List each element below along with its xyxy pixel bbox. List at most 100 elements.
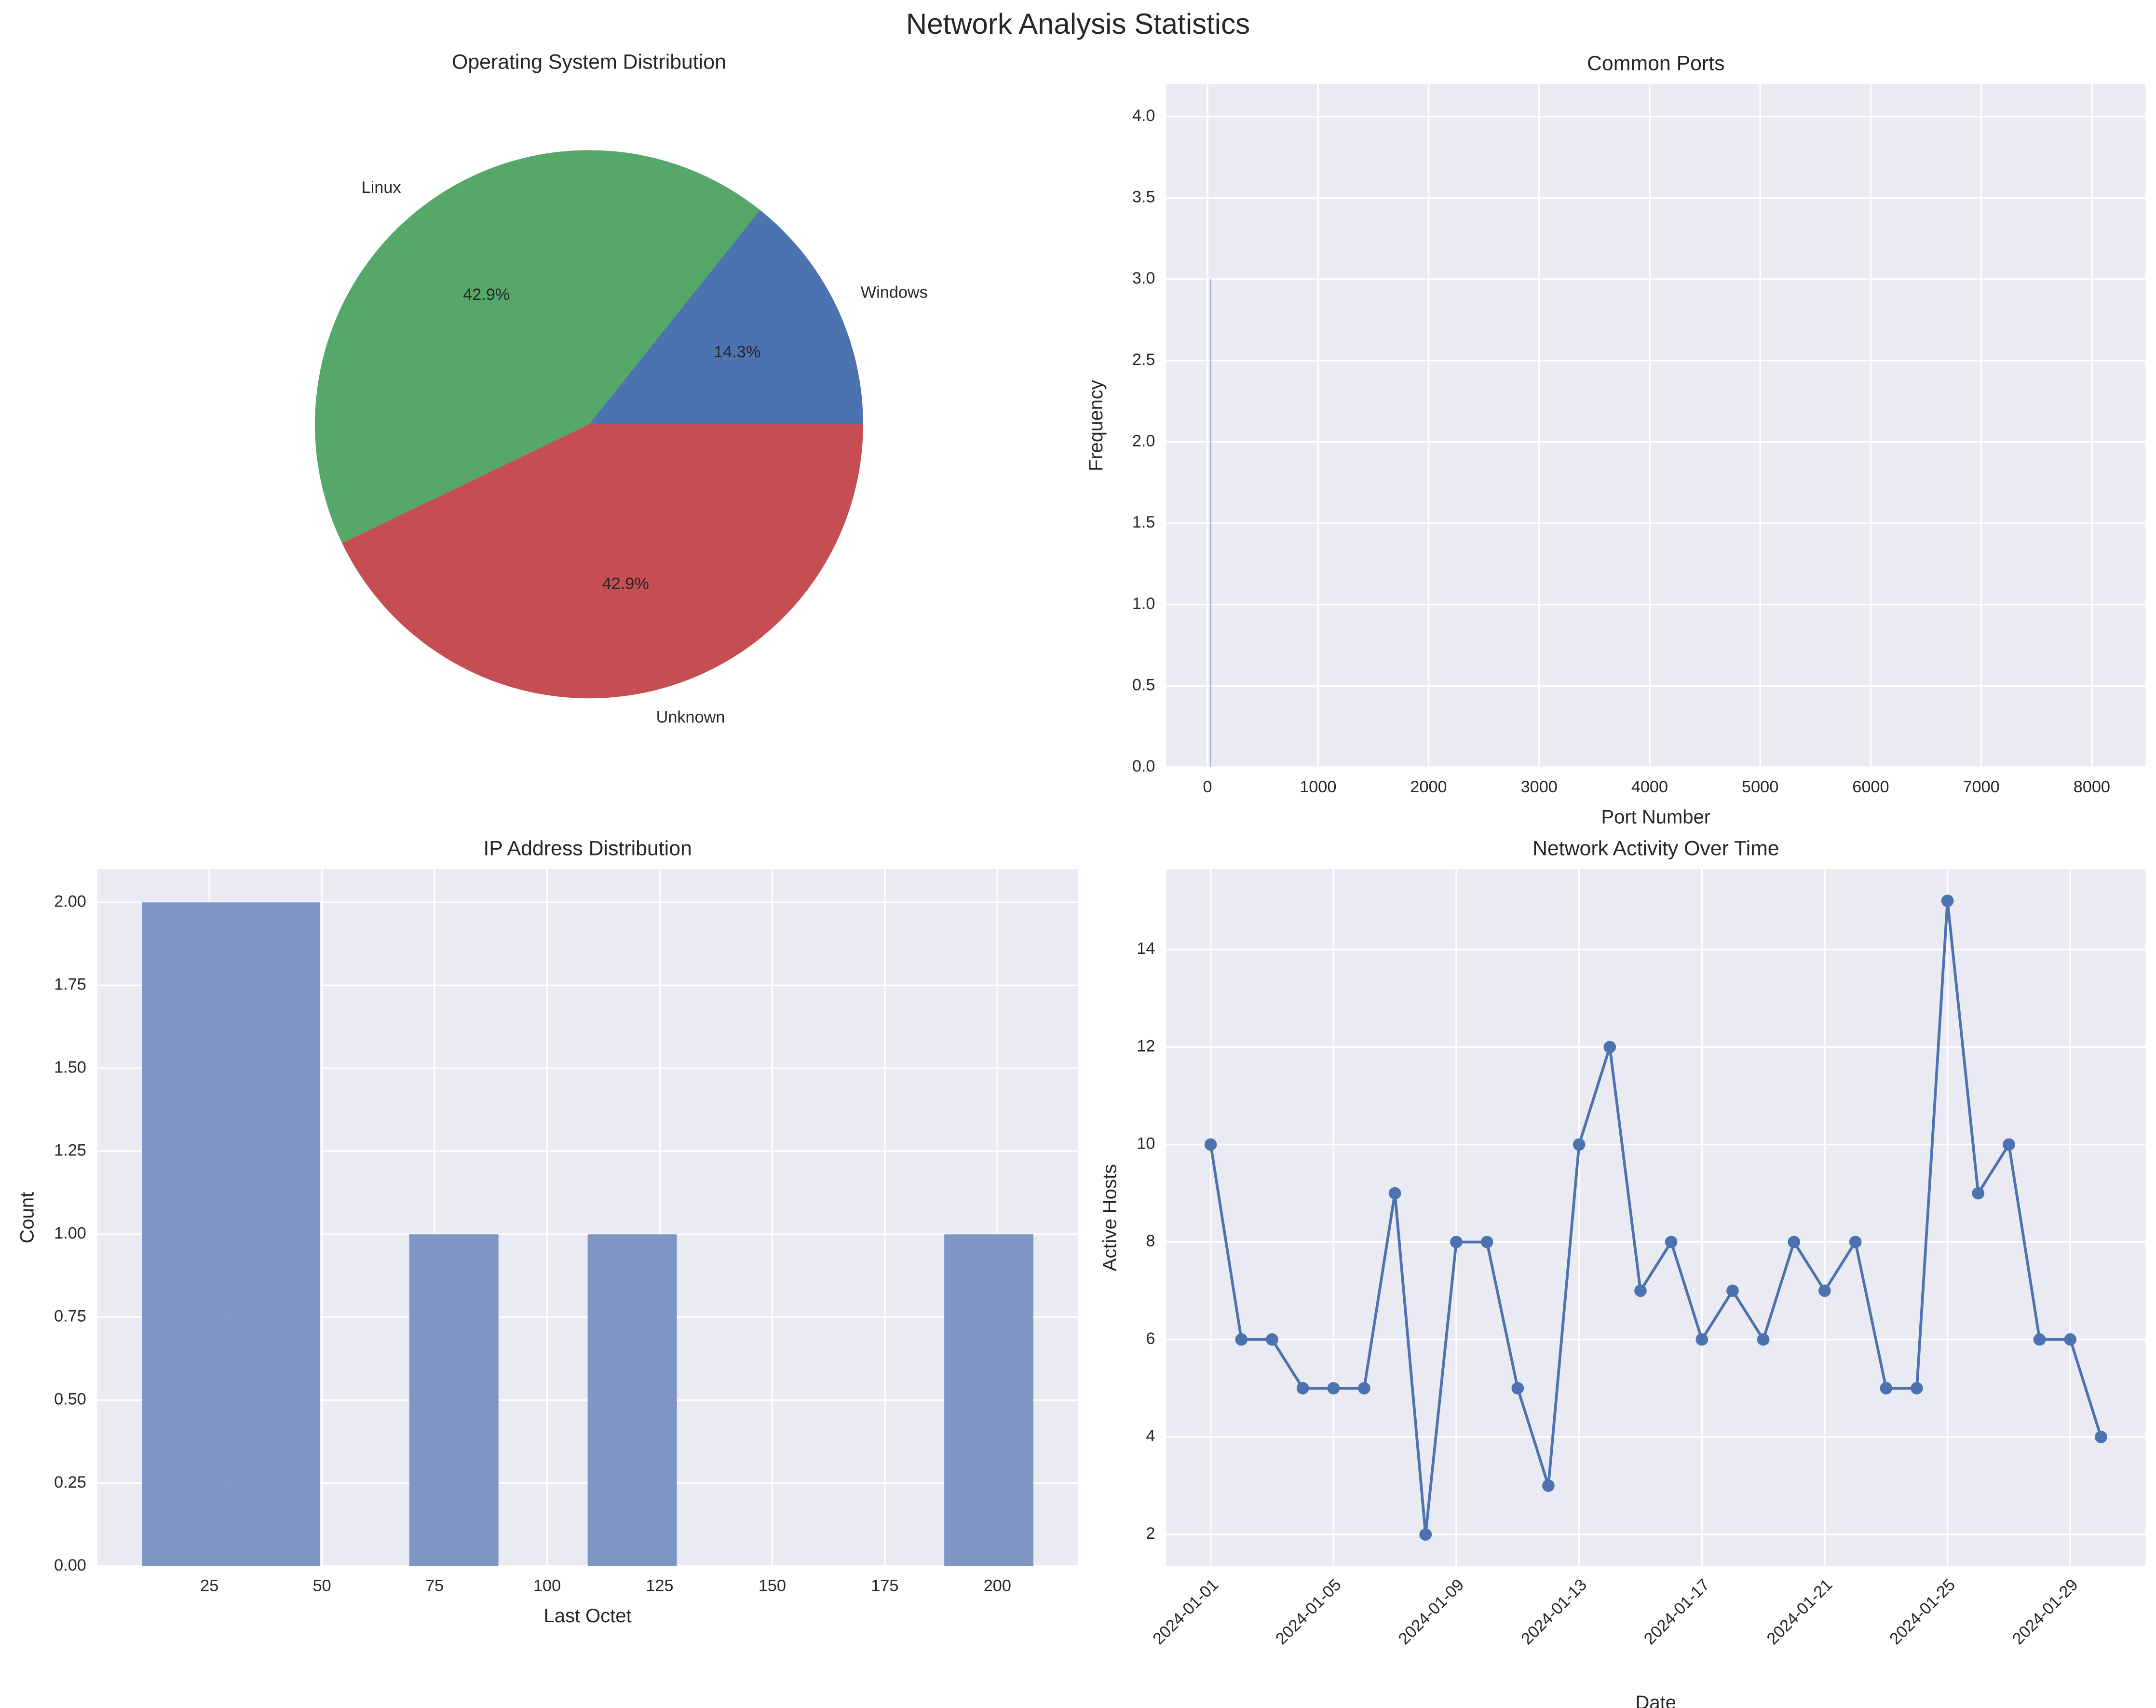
x-tick-label: 5000: [1742, 778, 1778, 796]
data-point: [1726, 1284, 1739, 1297]
slice-label: Windows: [861, 284, 928, 302]
data-point: [1818, 1284, 1831, 1297]
histogram-bar: [944, 1234, 1034, 1566]
plot-area: [1166, 869, 2146, 1566]
x-tick-label: 3000: [1521, 778, 1558, 796]
y-tick-label: 2: [1146, 1524, 1155, 1543]
data-point: [1204, 1138, 1217, 1151]
chart-title: IP Address Distribution: [483, 837, 692, 860]
y-tick-label: 3.0: [1132, 269, 1155, 287]
histogram-bar: [1209, 279, 1211, 768]
y-tick-label: 10: [1137, 1135, 1155, 1153]
data-point: [1695, 1333, 1709, 1346]
data-point: [1480, 1235, 1493, 1248]
y-tick-label: 14: [1137, 939, 1155, 958]
data-point: [1665, 1235, 1678, 1248]
data-point: [2003, 1138, 2015, 1151]
x-tick-label: 0: [1203, 778, 1212, 796]
data-point: [1358, 1382, 1370, 1395]
y-tick-label: 0.0: [1132, 757, 1155, 775]
y-axis-label: Count: [16, 1192, 38, 1244]
y-tick-label: 2.0: [1132, 432, 1155, 450]
data-point: [1511, 1382, 1524, 1395]
y-tick-label: 1.0: [1132, 595, 1155, 613]
data-point: [1849, 1235, 1862, 1248]
y-axis-label: Frequency: [1085, 380, 1107, 471]
histogram-bar: [587, 1234, 677, 1566]
y-tick-label: 3.5: [1132, 188, 1155, 206]
y-tick-label: 1.75: [54, 975, 86, 993]
y-axis-label: Active Hosts: [1099, 1164, 1121, 1271]
percent-label: 14.3%: [714, 343, 760, 361]
percent-label: 42.9%: [463, 285, 510, 304]
y-tick-label: 12: [1137, 1037, 1155, 1055]
data-point: [1911, 1382, 1923, 1395]
x-axis-label: Port Number: [1601, 806, 1710, 827]
x-tick-label: 25: [200, 1577, 218, 1595]
data-point: [1266, 1333, 1278, 1346]
figure-title: Network Analysis Statistics: [906, 8, 1250, 40]
y-tick-label: 1.25: [54, 1141, 86, 1159]
data-point: [1788, 1235, 1801, 1248]
pie-slice: [315, 150, 760, 543]
x-axis-label: Last Octet: [543, 1605, 631, 1627]
y-tick-label: 4: [1146, 1427, 1155, 1445]
data-point: [1388, 1187, 1401, 1200]
data-point: [1941, 895, 1954, 907]
data-point: [1296, 1382, 1309, 1395]
y-tick-label: 6: [1146, 1329, 1155, 1348]
data-point: [1542, 1479, 1555, 1492]
y-tick-label: 1.00: [54, 1224, 86, 1243]
x-tick-label: 75: [425, 1577, 444, 1595]
histogram-bar: [409, 1234, 499, 1566]
chart-title: Operating System Distribution: [452, 51, 726, 74]
histogram-bar: [231, 902, 320, 1566]
x-tick-label: 50: [313, 1577, 331, 1595]
y-tick-label: 0.25: [54, 1473, 86, 1491]
x-tick-label: 7000: [1963, 778, 2000, 796]
slice-label: Unknown: [656, 708, 725, 726]
x-tick-label: 2000: [1410, 778, 1447, 796]
x-tick-label: 150: [759, 1577, 786, 1595]
x-tick-label: 100: [533, 1577, 561, 1595]
data-point: [1327, 1382, 1340, 1395]
y-tick-label: 2.00: [54, 892, 86, 910]
data-point: [2095, 1431, 2107, 1443]
data-point: [1419, 1528, 1432, 1541]
data-point: [1880, 1382, 1893, 1395]
y-tick-label: 1.5: [1132, 513, 1155, 531]
x-tick-label: 8000: [2074, 778, 2110, 796]
x-tick-label: 200: [984, 1577, 1011, 1595]
data-point: [1634, 1284, 1647, 1297]
plot-area: [1166, 84, 2146, 768]
data-point: [1450, 1235, 1463, 1248]
y-tick-label: 0.00: [54, 1556, 86, 1574]
histogram-bar: [142, 902, 231, 1566]
data-point: [2064, 1333, 2077, 1346]
y-tick-label: 4.0: [1132, 107, 1155, 125]
y-tick-label: 1.50: [54, 1058, 86, 1076]
x-tick-label: 6000: [1852, 778, 1889, 796]
chart-title: Network Activity Over Time: [1532, 837, 1779, 860]
pie-slice: [589, 210, 863, 424]
x-tick-label: 175: [871, 1577, 898, 1595]
y-tick-label: 0.75: [54, 1307, 86, 1326]
x-axis-label: Date: [1636, 1692, 1676, 1708]
y-tick-label: 0.50: [54, 1390, 86, 1409]
y-tick-label: 0.5: [1132, 676, 1155, 694]
data-point: [1757, 1333, 1770, 1346]
y-tick-label: 8: [1146, 1232, 1155, 1250]
x-tick-label: 4000: [1631, 778, 1668, 796]
data-point: [1573, 1138, 1586, 1151]
pie-slice: [342, 424, 863, 699]
chart-title: Common Ports: [1587, 52, 1725, 75]
y-tick-label: 2.5: [1132, 351, 1155, 369]
x-tick-label: 125: [646, 1577, 673, 1595]
data-point: [1235, 1333, 1248, 1346]
x-tick-label: 1000: [1300, 778, 1336, 796]
data-point: [2033, 1333, 2046, 1346]
slice-label: Linux: [362, 178, 401, 197]
data-point: [1972, 1187, 1985, 1200]
